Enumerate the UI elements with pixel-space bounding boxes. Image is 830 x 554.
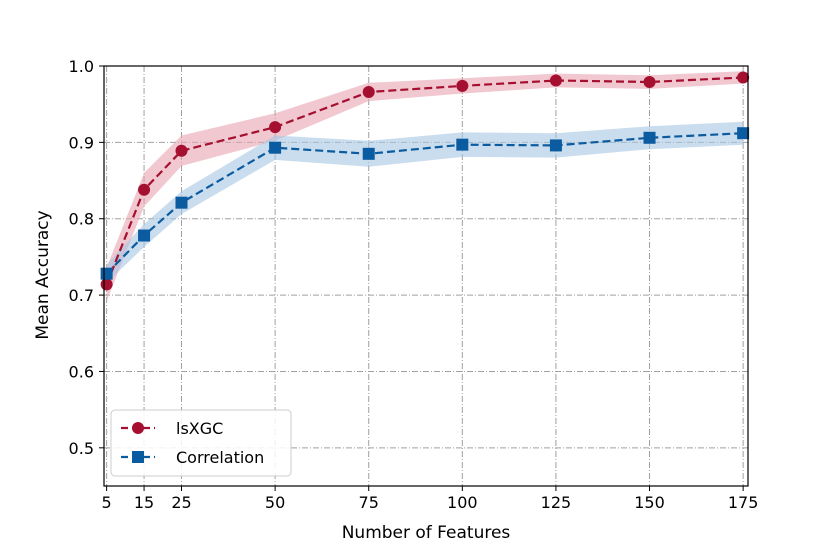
- point-lsxgc: [456, 79, 469, 92]
- y-tick-label: 0.7: [69, 286, 94, 305]
- point-correlation: [456, 138, 469, 151]
- legend-marker-lsxgc: [132, 422, 144, 434]
- band-correlation: [106, 121, 744, 283]
- point-correlation: [175, 196, 188, 209]
- x-tick-label: 50: [265, 493, 285, 512]
- point-lsxgc: [269, 121, 282, 134]
- legend-box: [110, 409, 292, 477]
- x-tick-label: 100: [447, 493, 478, 512]
- y-tick-label: 1.0: [69, 57, 94, 76]
- y-axis-title: Mean Accuracy: [33, 210, 53, 339]
- point-lsxgc: [549, 74, 562, 87]
- x-tick-label: 5: [102, 493, 112, 512]
- legend-label-correlation: Correlation: [176, 448, 264, 467]
- x-tick-label: 15: [134, 493, 154, 512]
- x-tick-label: 175: [728, 493, 759, 512]
- series-markers: [100, 71, 750, 291]
- x-tick-label: 150: [634, 493, 665, 512]
- y-tick-label: 0.8: [69, 210, 94, 229]
- plot-frame: [103, 65, 749, 487]
- y-tick-label: 0.6: [69, 362, 94, 381]
- x-axis-ticks: 5 15 25 50 75 100 125 150 175: [102, 486, 759, 512]
- point-lsxgc: [643, 76, 656, 89]
- point-correlation: [269, 141, 282, 154]
- point-lsxgc: [362, 85, 375, 98]
- legend-label-lsxgc: lsXGC: [176, 419, 223, 438]
- legend-marker-correlation: [132, 451, 144, 463]
- x-axis-title: Number of Features: [342, 523, 511, 543]
- x-tick-label: 75: [359, 493, 379, 512]
- point-lsxgc: [138, 183, 151, 196]
- point-lsxgc: [175, 144, 188, 157]
- point-correlation: [138, 229, 151, 242]
- point-correlation: [737, 127, 750, 140]
- legend: lsXGC Correlation: [110, 409, 292, 477]
- y-tick-label: 0.5: [69, 439, 94, 458]
- confidence-bands: [106, 71, 744, 302]
- y-axis-ticks: 0.5 0.6 0.7 0.8 0.9 1.0: [69, 57, 104, 458]
- x-tick-label: 125: [541, 493, 572, 512]
- x-tick-label: 25: [171, 493, 191, 512]
- point-lsxgc: [737, 71, 750, 84]
- point-correlation: [549, 139, 562, 152]
- point-correlation: [362, 147, 375, 160]
- point-correlation: [100, 267, 113, 280]
- y-tick-label: 0.9: [69, 133, 94, 152]
- point-correlation: [643, 131, 656, 144]
- point-lsxgc: [100, 278, 113, 291]
